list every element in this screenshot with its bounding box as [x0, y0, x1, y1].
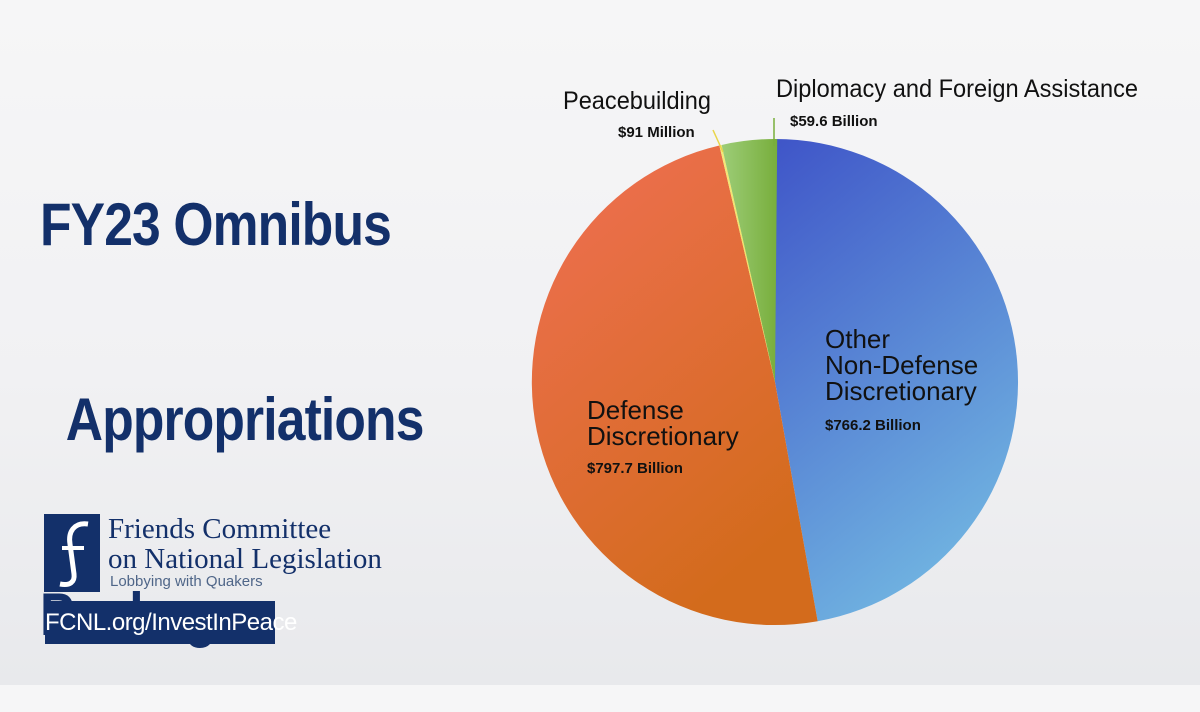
website-url-badge: FCNL.org/InvestInPeace — [45, 601, 297, 644]
pie-chart: Peacebuilding $91 Million Diplomacy and … — [531, 75, 1138, 626]
value-diplomacy: $59.6 Billion — [790, 113, 878, 130]
label-peacebuilding: Peacebuilding — [563, 87, 711, 115]
leader-line-peacebuilding — [712, 129, 724, 153]
fcnl-logo: Friends Committee on National Legislatio… — [44, 514, 384, 592]
logo-line-1: Friends Committee — [108, 513, 332, 545]
title-line-2: Appropriations — [65, 386, 425, 453]
pie-slice-diplomacy — [721, 139, 778, 382]
value-defense: $797.7 Billion — [587, 460, 683, 477]
pie-slice-defense — [531, 145, 818, 626]
logo-tagline: Lobbying with Quakers — [110, 573, 263, 590]
label-defense: Defense Discretionary — [587, 395, 739, 451]
label-diplomacy: Diplomacy and Foreign Assistance — [776, 75, 1138, 103]
pie-slice-peacebuilding — [719, 144, 775, 382]
value-non-defense: $766.2 Billion — [825, 417, 921, 434]
value-peacebuilding: $91 Million — [618, 124, 695, 141]
pie-slice-non-defense — [775, 139, 1019, 622]
title-line-1: FY23 Omnibus — [40, 191, 392, 258]
logo-line-2: on National Legislation — [108, 543, 382, 575]
label-non-defense: Other Non-Defense Discretionary — [825, 324, 985, 406]
logo-organization-name: Friends Committee on National Legislatio… — [108, 514, 382, 574]
fcnl-logo-mark-icon — [44, 514, 100, 592]
